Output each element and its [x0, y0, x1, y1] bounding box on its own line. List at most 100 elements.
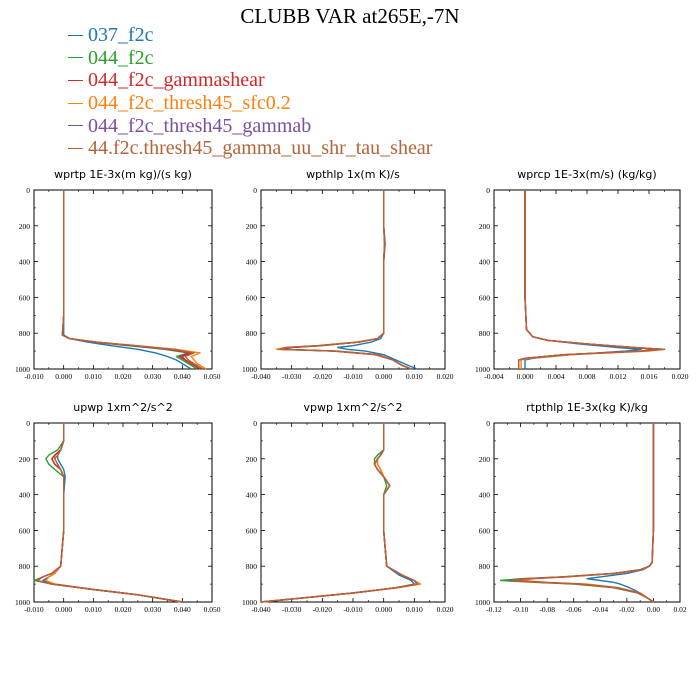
y-tick-label: 200 — [246, 455, 258, 464]
y-tick-label: 1000 — [242, 598, 257, 607]
x-tick-label: -0.010 — [343, 372, 363, 381]
series-line — [518, 190, 666, 369]
x-tick-label: -0.010 — [343, 605, 363, 614]
plot-frame — [493, 189, 681, 370]
legend-swatch — [68, 79, 83, 81]
chart-title: wprtp 1E-3x(m kg)/(s kg) — [54, 168, 192, 181]
y-tick-label: 1000 — [475, 365, 490, 374]
series-line — [511, 423, 655, 603]
x-tick-label: 0.000 — [55, 372, 72, 381]
chart-title: wpthlp 1x(m K)/s — [306, 168, 400, 181]
y-tick-label: 800 — [246, 329, 258, 338]
series-line — [36, 423, 183, 603]
series-line — [260, 423, 422, 603]
x-tick-label: -0.06 — [566, 605, 582, 614]
legend-label: 037_f2c — [88, 24, 154, 47]
chart-title: rtpthlp 1E-3x(kg K)/kg — [526, 401, 648, 414]
y-tick-label: 600 — [246, 293, 258, 302]
x-tick-label: 0.000 — [55, 605, 72, 614]
x-tick-label: 0.040 — [174, 372, 191, 381]
series-line — [260, 423, 419, 603]
legend-swatch — [68, 102, 83, 104]
y-tick-label: 600 — [479, 526, 491, 535]
y-tick-label: 400 — [246, 258, 258, 267]
chart-panel: wprtp 1E-3x(m kg)/(s kg) -0.010 0.000 0.010… — [15, 168, 221, 381]
x-tick-label: 0.020 — [437, 372, 454, 381]
series-line — [524, 190, 642, 369]
series-line — [520, 190, 666, 369]
legend-label: 044_f2c_thresh45_gammab — [88, 114, 312, 137]
x-tick-label: -0.04 — [592, 605, 608, 614]
y-tick-label: 1000 — [242, 365, 257, 374]
series-line — [33, 423, 183, 603]
series-line — [518, 190, 666, 369]
x-tick-label: 0.050 — [204, 372, 221, 381]
y-tick-label: 800 — [246, 562, 258, 571]
x-tick-label: 0.004 — [548, 372, 565, 381]
series-line — [518, 190, 658, 369]
x-tick-label: 0.008 — [579, 372, 596, 381]
y-tick-label: 1000 — [475, 598, 490, 607]
series-line — [278, 190, 412, 370]
legend-swatch — [68, 147, 83, 149]
x-tick-label: -0.020 — [313, 372, 333, 381]
x-tick-label: -0.10 — [513, 605, 529, 614]
series-line — [518, 190, 658, 369]
y-tick-label: 400 — [19, 258, 31, 267]
x-tick-label: -0.040 — [251, 605, 271, 614]
y-tick-label: 1000 — [15, 598, 30, 607]
series-line — [61, 190, 198, 370]
chart-title: vpwp 1xm^2/s^2 — [303, 401, 402, 414]
series-line — [63, 190, 192, 370]
x-tick-label: 0.02 — [673, 605, 686, 614]
y-tick-label: 200 — [479, 222, 491, 231]
legend-label: 044_f2c_gammashear — [88, 69, 265, 92]
series-line — [45, 423, 183, 603]
x-tick-label: -0.010 — [24, 605, 44, 614]
plot-frame — [33, 189, 213, 370]
y-tick-label: 400 — [479, 491, 491, 500]
series-line — [260, 423, 415, 603]
x-tick-label: -0.020 — [313, 605, 333, 614]
series-line — [36, 423, 183, 603]
series-line — [61, 190, 204, 370]
x-tick-label: 0.010 — [85, 372, 102, 381]
legend-item: 044_f2c_thresh45_gammab — [68, 114, 432, 137]
x-tick-label: -0.02 — [619, 605, 635, 614]
x-tick-label: 0.040 — [174, 605, 191, 614]
x-tick-label: 0.010 — [406, 372, 423, 381]
legend-swatch — [68, 57, 83, 59]
chart-title: upwp 1xm^2/s^2 — [73, 401, 173, 414]
y-tick-label: 1000 — [15, 365, 30, 374]
chart-panel: rtpthlp 1E-3x(kg K)/kg -0.12 -0.10 -0.08 -0.… — [475, 401, 687, 614]
x-tick-label: 0.020 — [672, 372, 689, 381]
chart-title: wprcp 1E-3x(m/s) (kg/kg) — [517, 168, 656, 181]
legend-label: 044_f2c — [88, 46, 154, 69]
y-tick-label: 400 — [19, 491, 31, 500]
y-tick-label: 800 — [479, 562, 491, 571]
x-tick-label: -0.08 — [539, 605, 555, 614]
x-tick-label: 0.020 — [115, 605, 132, 614]
chart-panel: upwp 1xm^2/s^2 -0.010 0.000 0.010 0.020 0.030… — [15, 401, 221, 614]
figure-title: CLUBB VAR at265E,-7N — [240, 4, 460, 28]
x-tick-label: 0.012 — [610, 372, 627, 381]
chart-panel: wprcp 1E-3x(m/s) (kg/kg) -0.004 0.000 0.004… — [475, 168, 689, 381]
series-line — [61, 190, 201, 370]
legend-item: 044_f2c_gammashear — [68, 69, 432, 92]
x-tick-label: 0.010 — [85, 605, 102, 614]
series-line — [260, 423, 419, 603]
legend-item: 037_f2c — [68, 24, 432, 47]
series-line — [61, 190, 207, 370]
x-tick-label: 0.000 — [375, 372, 392, 381]
series-line — [275, 190, 412, 370]
legend-swatch — [68, 125, 83, 127]
y-tick-label: 0 — [486, 186, 490, 195]
x-tick-label: 0.016 — [641, 372, 658, 381]
x-tick-label: 0.030 — [144, 605, 161, 614]
x-tick-label: -0.010 — [24, 372, 44, 381]
y-tick-label: 0 — [486, 419, 490, 428]
legend-item: 044_f2c_thresh45_sfc0.2 — [68, 92, 432, 115]
x-tick-label: 0.030 — [144, 372, 161, 381]
x-tick-label: -0.030 — [282, 605, 302, 614]
series-line — [36, 423, 183, 603]
